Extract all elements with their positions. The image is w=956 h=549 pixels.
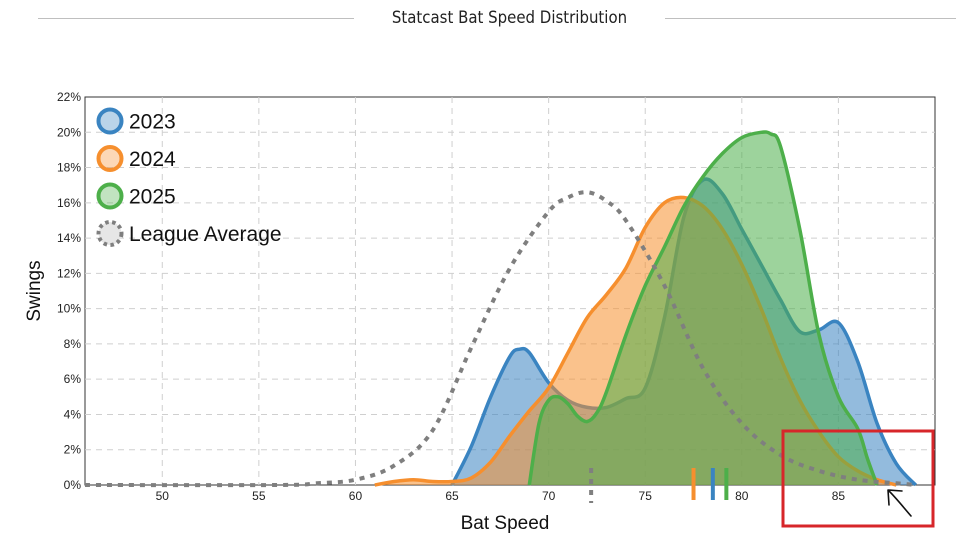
legend-item-2023: 2023 (96, 107, 176, 135)
legend-label-2025: 2025 (129, 186, 176, 209)
x-tick-label: 65 (445, 489, 459, 503)
highlight-box (781, 429, 935, 528)
chart-title: Statcast Bat Speed Distribution (391, 8, 628, 28)
x-tick-label: 70 (542, 489, 556, 503)
y-tick-label: 20% (57, 125, 81, 139)
title-divider-left (38, 18, 354, 19)
title-bar: Statcast Bat Speed Distribution (0, 0, 956, 40)
series-area-2025 (529, 131, 877, 485)
y-tick-label: 10% (57, 302, 81, 316)
x-tick-label: 60 (349, 489, 363, 503)
series-line-2025 (527, 130, 879, 486)
title-divider-right (665, 18, 956, 19)
y-axis-label: Swings (24, 260, 45, 321)
legend-label-2024: 2024 (129, 148, 176, 171)
y-tick-label: 12% (57, 266, 81, 280)
y-tick-label: 16% (57, 196, 81, 210)
x-axis-label: Bat Speed (461, 513, 550, 534)
series-line-league-average (84, 190, 916, 488)
axis-layer: Swings Bat Speed 0% 2% 4% 6% 8% 10% 12% 14% 16% 1… (24, 90, 845, 534)
y-tick-label: 4% (64, 407, 82, 421)
x-tick-label: 55 (252, 489, 266, 503)
legend: 2023 2024 2025 League Average (96, 107, 282, 247)
y-tick-label: 8% (64, 337, 82, 351)
x-tick-label: 75 (639, 489, 653, 503)
legend-swatch-2025 (96, 182, 124, 210)
y-tick-label: 0% (64, 478, 82, 492)
arrow-shaft (888, 490, 912, 517)
y-tick-label: 18% (57, 161, 81, 175)
legend-label-league-average: League Average (129, 223, 282, 246)
x-tick-label: 80 (735, 489, 749, 503)
x-tick-label: 85 (832, 489, 846, 503)
y-tick-label: 14% (57, 231, 81, 245)
legend-swatch-league-average (96, 220, 124, 247)
y-tick-label: 6% (64, 372, 82, 386)
legend-item-2024: 2024 (96, 145, 176, 172)
legend-item-2025: 2025 (96, 182, 176, 210)
legend-label-2023: 2023 (129, 111, 176, 134)
legend-swatch-2023 (96, 107, 124, 135)
legend-swatch-2024 (96, 145, 124, 172)
y-tick-label: 22% (57, 90, 81, 104)
y-tick-label: 2% (64, 443, 82, 457)
series-layer (84, 130, 917, 503)
arrow-head (887, 489, 903, 506)
legend-item-league-average: League Average (96, 220, 282, 247)
annotation-layer (781, 429, 935, 528)
x-tick-label: 50 (156, 489, 170, 503)
